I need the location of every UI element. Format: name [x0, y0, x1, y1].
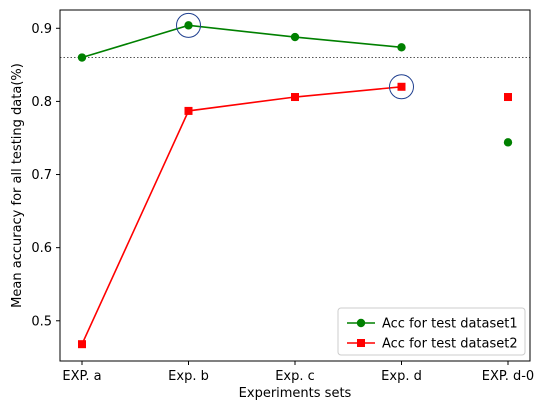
series-1-isolated-point	[503, 138, 513, 147]
series-2-point	[78, 340, 86, 349]
y-tick-label: 0.9	[31, 22, 52, 37]
highlight-circle	[389, 74, 414, 100]
series-1-point	[184, 21, 193, 30]
legend-marker	[356, 318, 366, 328]
series-1-point	[397, 43, 406, 52]
series-2-isolated-point	[504, 93, 512, 102]
y-tick-label: 0.5	[31, 314, 52, 329]
series-2-point	[397, 82, 406, 91]
highlight-circle	[176, 12, 201, 38]
legend-label: Acc for test dataset1	[382, 317, 518, 332]
y-axis-title: Mean accuracy for all testing data(%)	[10, 63, 25, 308]
x-tick-label: Exp. d	[381, 369, 422, 384]
y-tick-label: 0.6	[31, 241, 52, 256]
series-line-2	[81, 85, 402, 345]
legend-marker	[357, 339, 365, 347]
x-tick-label: Exp. b	[168, 369, 209, 384]
series-2-point	[184, 106, 193, 115]
x-axis-title: Experiments sets	[239, 386, 352, 400]
series-2-point	[291, 93, 299, 102]
y-tick-label: 0.7	[31, 168, 52, 183]
x-tick-label: EXP. d-0	[482, 369, 534, 384]
x-tick-label: EXP. a	[62, 369, 101, 384]
series-1-point	[290, 32, 300, 42]
series-line-1	[81, 24, 402, 59]
y-tick-label: 0.8	[31, 95, 52, 110]
legend-label: Acc for test dataset2	[382, 337, 518, 352]
x-tick-label: Exp. c	[275, 369, 315, 384]
legend: Acc for test dataset1 Acc for test datase…	[337, 307, 526, 356]
legend-box	[337, 307, 526, 356]
series-1-point	[77, 53, 87, 62]
